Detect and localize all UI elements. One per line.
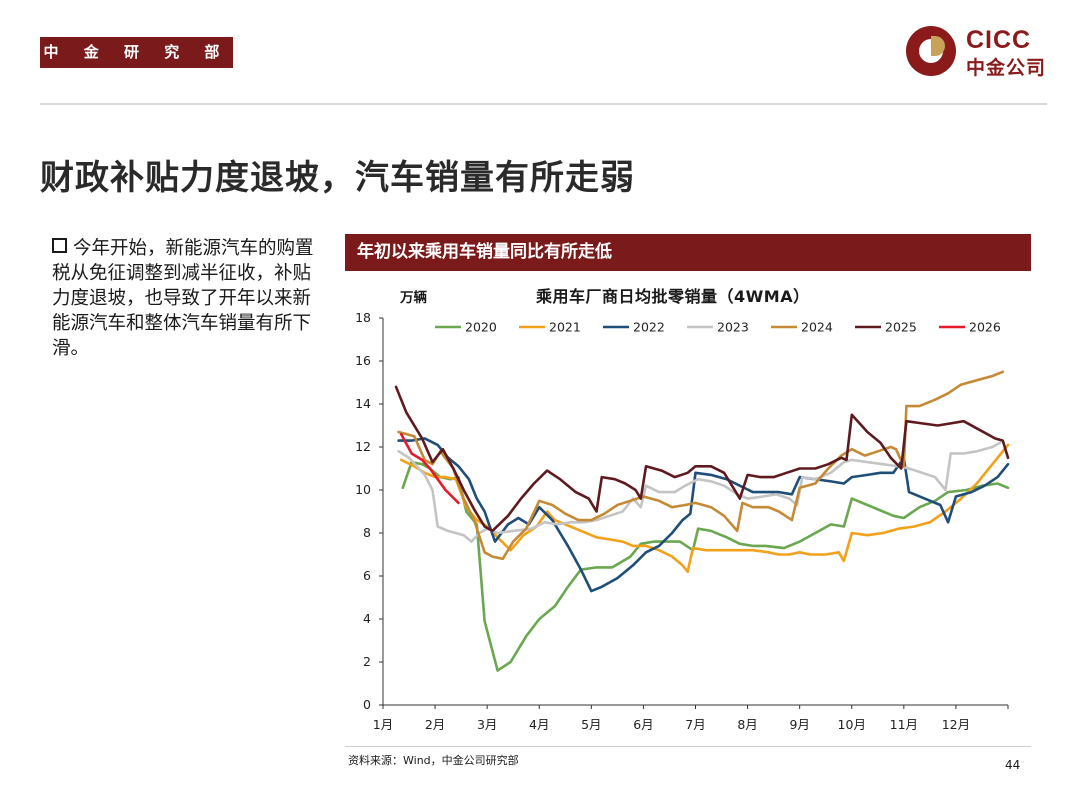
legend-label-2024: 2024 bbox=[801, 320, 833, 335]
x-tick-label: 3月 bbox=[477, 717, 497, 732]
legend-label-2020: 2020 bbox=[465, 320, 497, 335]
series-line-2025 bbox=[394, 385, 1010, 533]
y-tick-label: 16 bbox=[355, 353, 371, 368]
y-tick-label: 6 bbox=[363, 568, 371, 583]
x-tick-label: 9月 bbox=[789, 717, 809, 732]
x-tick-label: 11月 bbox=[890, 717, 918, 732]
x-tick-label: 6月 bbox=[633, 717, 653, 732]
x-tick-label: 12月 bbox=[942, 717, 970, 732]
department-label: 中 金 研 究 部 bbox=[40, 37, 233, 68]
x-tick-label: 1月 bbox=[373, 717, 393, 732]
y-tick-label: 0 bbox=[363, 697, 371, 712]
y-tick-label: 14 bbox=[355, 396, 371, 411]
chart-header-bar: 年初以来乘用车销量同比有所走低 bbox=[345, 234, 1031, 271]
header-divider bbox=[40, 103, 1047, 105]
y-tick-label: 12 bbox=[355, 439, 371, 454]
y-tick-label: 8 bbox=[363, 525, 371, 540]
x-tick-label: 8月 bbox=[737, 717, 757, 732]
source-note: 资料来源：Wind，中金公司研究部 bbox=[348, 754, 519, 767]
logo-text-en: CICC bbox=[966, 26, 1032, 54]
y-tick-label: 2 bbox=[363, 654, 371, 669]
page-title: 财政补贴力度退坡，汽车销量有所走弱 bbox=[40, 158, 635, 198]
series-line-2024 bbox=[397, 370, 1005, 561]
series-line-2022 bbox=[397, 437, 1010, 593]
legend-label-2021: 2021 bbox=[549, 320, 581, 335]
x-tick-label: 2月 bbox=[425, 717, 445, 732]
square-bullet-icon bbox=[52, 238, 67, 253]
logo-mark-icon bbox=[906, 26, 956, 76]
chart-title: 乘用车厂商日均批零销量（4WMA） bbox=[536, 287, 810, 306]
x-tick-label: 10月 bbox=[838, 717, 866, 732]
y-tick-label: 18 bbox=[355, 310, 371, 325]
sales-line-chart: 0 2 4 6 8 10 12 14 16 18 1月 2月 3月 4月 5月 6月 7月 8月 9月 10月 11月 1… bbox=[355, 310, 1010, 732]
logo-text-cn: 中金公司 bbox=[966, 57, 1047, 79]
bullet-point: 今年开始，新能源汽车的购置税从免征调整到减半征收，补贴力度退坡，也导致了开年以来… bbox=[52, 236, 317, 361]
bullet-text: 今年开始，新能源汽车的购置税从免征调整到减半征收，补贴力度退坡，也导致了开年以来… bbox=[52, 238, 314, 359]
series-line-2020 bbox=[401, 460, 1010, 672]
series-line-2026 bbox=[399, 432, 460, 505]
x-tick-label: 5月 bbox=[581, 717, 601, 732]
legend-label-2023: 2023 bbox=[717, 320, 749, 335]
legend-label-2025: 2025 bbox=[885, 320, 917, 335]
cicc-logo: CICC 中金公司 bbox=[906, 26, 1056, 82]
y-tick-label: 4 bbox=[363, 611, 371, 626]
legend-label-2026: 2026 bbox=[969, 320, 1001, 335]
page-number: 44 bbox=[1005, 758, 1021, 772]
legend-label-2022: 2022 bbox=[633, 320, 665, 335]
x-tick-label: 7月 bbox=[685, 717, 705, 732]
y-axis-unit: 万辆 bbox=[400, 290, 427, 306]
y-tick-label: 10 bbox=[355, 482, 371, 497]
x-tick-label: 4月 bbox=[529, 717, 549, 732]
source-divider bbox=[345, 746, 1031, 747]
